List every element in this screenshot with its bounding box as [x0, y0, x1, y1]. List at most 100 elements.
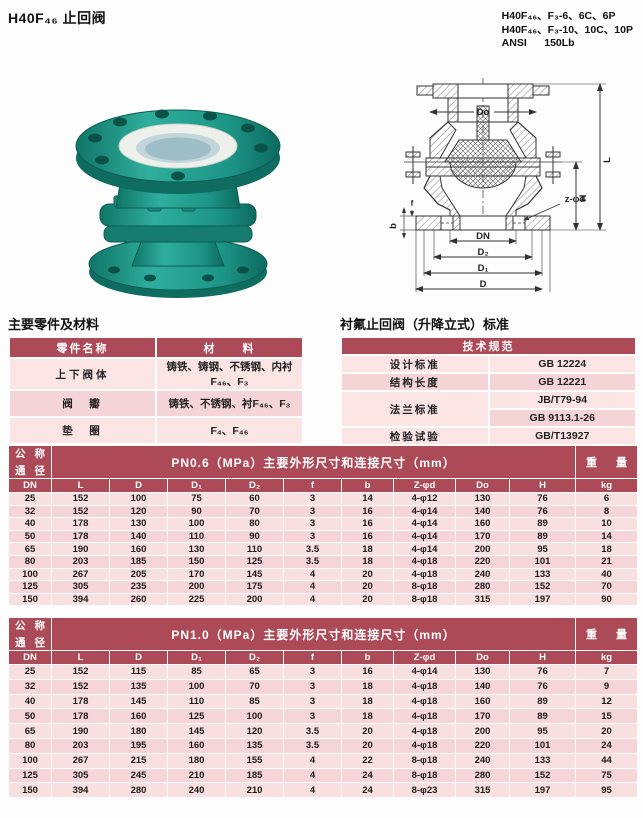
- cell: 100: [8, 567, 52, 582]
- table-row: 125 305 235 200 175 4 20 8-φ18 280 152 70: [8, 580, 639, 594]
- cell: 125: [8, 767, 52, 784]
- cell: 152: [51, 678, 110, 695]
- cell: 8: [575, 504, 639, 519]
- col-header-d1: D₁: [167, 478, 226, 493]
- cell: 152: [51, 664, 110, 680]
- dim-label-l: L: [602, 157, 613, 163]
- cell: 101: [508, 737, 577, 754]
- col-header-zd: Z-φd: [393, 650, 456, 665]
- cell: 24: [341, 767, 394, 784]
- cell: 110: [167, 693, 226, 710]
- cell: 95: [508, 542, 577, 556]
- cell: 155: [225, 752, 284, 769]
- standards-table: 技术规范 设计标准 GB 12224 结构长度 GB 12221 法兰标准 JB…: [340, 336, 637, 446]
- cell: 110: [225, 542, 284, 556]
- cell: 10: [575, 517, 639, 531]
- table-row: 32 152 135 100 70 3 18 4-φ18 140 76 9: [8, 678, 639, 695]
- col-header-dn: DN: [8, 478, 52, 493]
- table-row: 25 152 115 85 65 3 16 4-φ14 130 76 7: [8, 664, 639, 680]
- cell: 200: [225, 592, 284, 607]
- cell: 16: [341, 664, 394, 680]
- standards-design-label: 设计标准: [340, 354, 490, 374]
- cell: 20: [341, 723, 394, 739]
- table-row: 65 190 180 145 120 3.5 20 4-φ18 200 95 20: [8, 723, 639, 739]
- cell: 铸铁、铸钢、不锈钢、内衬F₄₆、F₃: [155, 357, 304, 391]
- cell: 65: [8, 542, 52, 556]
- cell: 18: [341, 542, 394, 556]
- dim-label-zd: z-φd: [565, 194, 586, 205]
- cell: 50: [8, 529, 52, 544]
- cell: 267: [51, 752, 110, 769]
- cell: 50: [8, 708, 52, 725]
- cell: 130: [455, 664, 510, 680]
- cell: 195: [109, 737, 168, 754]
- standards-section-title: 衬氟止回阀（升降立式）标准: [340, 317, 510, 332]
- cell: 3.5: [283, 737, 342, 754]
- cell: 170: [167, 567, 226, 582]
- cell: 220: [455, 737, 510, 754]
- cell: 150: [8, 782, 52, 799]
- cell: 110: [167, 529, 226, 544]
- cell: 40: [575, 567, 639, 582]
- page-title: H40F₄₆ 止回阀: [8, 10, 107, 26]
- cell: 203: [51, 737, 110, 754]
- cell: 197: [508, 782, 577, 799]
- cell: 85: [167, 664, 226, 680]
- cell: 150: [167, 554, 226, 569]
- cell: 24: [341, 782, 394, 799]
- corner-char: 公: [15, 620, 26, 632]
- cell: 80: [8, 737, 52, 754]
- col-header-l: L: [51, 478, 110, 493]
- cell: 18: [341, 678, 394, 695]
- cell: 152: [51, 492, 110, 506]
- cell: 190: [51, 542, 110, 556]
- table-row: 100 267 215 180 155 4 22 8-φ18 240 133 44: [8, 752, 639, 769]
- cell: 32: [8, 504, 52, 519]
- cell: 305: [51, 767, 110, 784]
- cell: 80: [8, 554, 52, 569]
- cell: 210: [225, 782, 284, 799]
- standards-test-label: 检验试验: [340, 426, 490, 446]
- corner-char: 径: [34, 637, 46, 649]
- cell: 4-φ12: [393, 492, 456, 506]
- cell: 14: [341, 492, 394, 506]
- cell: 40: [8, 693, 52, 710]
- cell: 4: [283, 592, 342, 607]
- standards-length-label: 结构长度: [340, 372, 490, 392]
- table-row: 25 152 100 75 60 3 14 4-φ12 130 76 6: [8, 492, 639, 506]
- cell: 90: [225, 529, 284, 544]
- cell: 18: [341, 708, 394, 725]
- col-header-f: f: [283, 478, 342, 493]
- table-row: 垫 圈 F₄、F₄₆: [8, 416, 304, 445]
- pn06-weight-header: 重量: [575, 445, 639, 479]
- cell: 125: [8, 580, 52, 594]
- table-row: 125 305 245 210 185 4 24 8-φ18 280 152 75: [8, 767, 639, 784]
- pn06-corner-header: 公称 通径: [8, 445, 52, 479]
- table-row: 65 190 160 130 110 3.5 18 4-φ14 200 95 18: [8, 542, 639, 556]
- cell: 4: [283, 782, 342, 799]
- col-header-d: D: [109, 650, 168, 665]
- cell: 20: [341, 592, 394, 607]
- table-row: 100 267 205 170 145 4 20 4-φ18 240 133 40: [8, 567, 639, 582]
- corner-char: 通: [15, 637, 26, 649]
- cell: 8-φ18: [393, 767, 456, 784]
- cell: 32: [8, 678, 52, 695]
- cell: 3: [283, 708, 342, 725]
- materials-table: 零件名称 材 料 上下阀体 铸铁、铸钢、不锈钢、内衬F₄₆、F₃ 阀 瓣铸铁、不锈钢…: [8, 336, 304, 445]
- cell: 3: [283, 504, 342, 519]
- cell: 178: [51, 517, 110, 531]
- cell: 3: [283, 664, 342, 680]
- standards-header: 技术规范: [340, 336, 637, 356]
- pn10-weight-header: 重量: [575, 617, 639, 651]
- cell: 9: [575, 678, 639, 695]
- cell: 20: [341, 580, 394, 594]
- standards-design-value: GB 12224: [487, 354, 637, 374]
- valve-diagram-svg: Do L H z-φd DN D₂ D₁ D b f: [388, 78, 613, 292]
- model-codes: H40F₄₆、F₃-6、6C、6P H40F₄₆、F₃-10、10C、10P A…: [501, 10, 633, 50]
- cell: 100: [225, 708, 284, 725]
- standards-length-value: GB 12221: [487, 372, 637, 392]
- table-row: 80 203 185 150 125 3.5 18 4-φ18 220 101 21: [8, 554, 639, 569]
- cell: 22: [341, 752, 394, 769]
- cell: 89: [508, 517, 577, 531]
- cell: 76: [508, 664, 577, 680]
